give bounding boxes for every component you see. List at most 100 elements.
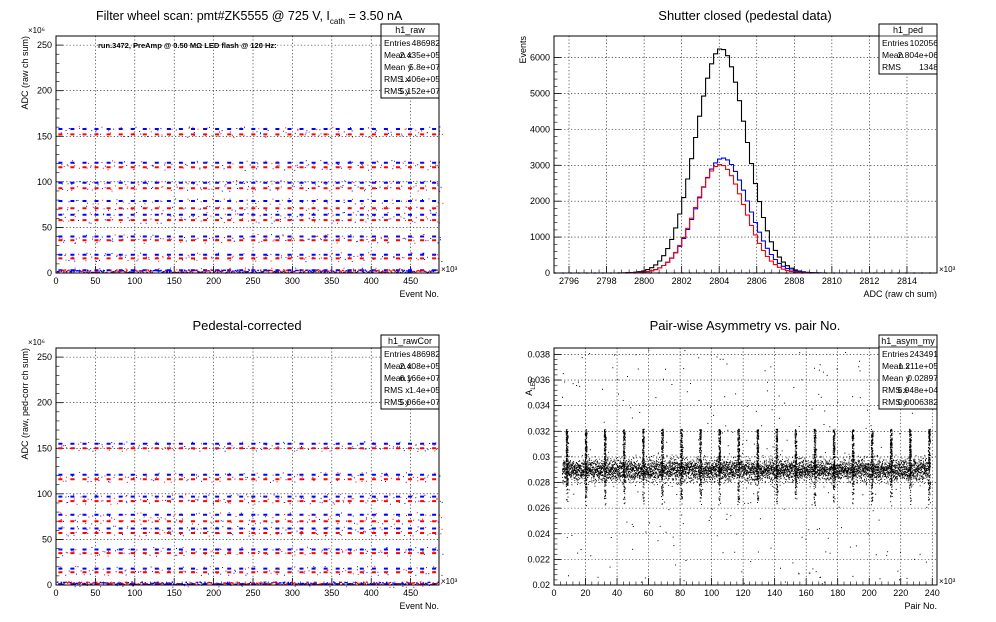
ped-plot: 2796 2798 2800 2802 2804 2806 2808 2810 2812 2814… [518,35,956,299]
y-tick-label: 50 [42,222,52,232]
svg-text:Filter wheel scan: pmt#ZK5555: Filter wheel scan: pmt#ZK5555 @ 725 V, I… [96,9,403,26]
plot-frame-top [553,347,938,586]
histogram-black [554,48,937,274]
y-axis-label: ADC (raw ch sum) [20,36,30,110]
plot-frame-top [553,35,938,274]
plot-frame-top [55,347,440,586]
stats-value: 1.406e+05 [400,74,441,84]
x-multiplier: ×10³ [939,265,956,274]
y-tick-label: 200 [37,398,52,408]
data-points-blue [56,441,444,588]
stats-value: 5.152e+07 [400,86,441,96]
cor-stats-box: h1_rawCor Entries 486982 Mean x2.408e+05 Mea… [380,334,441,410]
stats-value: 5.8e+07 [409,62,440,72]
y-multiplier: ×10⁶ [28,338,45,347]
stats-key: RMS x [882,385,908,395]
asym-stats-box: h1_asym_my Entries 243491 Mean x1.211e+05 Me… [878,334,939,410]
cor-title: Pedestal-corrected [192,318,301,333]
stats-value: 102056 [910,38,939,48]
raw-stats-box: h1_raw Entries 486982 Mean x2.435e+05 Mean y… [380,23,441,99]
stats-key: RMS [882,62,901,72]
x-tick-label: 350 [324,276,339,286]
stats-value: 2.435e+05 [400,50,441,60]
stats-value: 6.166e+07 [400,373,441,383]
y-tick-label: 0.03 [532,452,550,462]
x-tick-label: 2802 [672,276,692,286]
y-tick-label: 200 [37,86,52,96]
data-points-red [58,441,443,588]
y-tick-label: 0 [545,268,550,278]
x-tick-label: 300 [285,588,300,598]
y-axis-label: Events [518,36,528,64]
x-tick-label: 300 [285,276,300,286]
x-tick-label: 220 [893,588,908,598]
data-points [562,349,931,585]
x-tick-label: 2814 [897,276,917,286]
y-tick-label: 0.028 [527,478,550,488]
x-axis-label: ADC (raw ch sum) [863,289,937,299]
x-tick-label: 250 [246,588,261,598]
x-multiplier: ×10³ [939,577,956,586]
x-tick-label: 180 [830,588,845,598]
stats-value: 0.02897 [907,373,938,383]
y-tick-label: 0.034 [527,401,550,411]
y-tick-label: 0.022 [527,554,550,564]
stats-frame [878,23,938,75]
stats-key: Entries [384,349,410,359]
x-tick-label: 0 [53,276,58,286]
x-tick-label: 250 [246,276,261,286]
stats-value: 1.4e+05 [409,385,440,395]
y-tick-label: 100 [37,177,52,187]
x-tick-label: 100 [127,588,142,598]
asym-title: Pair-wise Asymmetry vs. pair No. [650,318,841,333]
x-tick-label: 0 [551,588,556,598]
x-tick-label: 400 [364,588,379,598]
x-multiplier: ×10³ [441,577,458,586]
y-tick-label: 0.038 [527,349,550,359]
x-tick-label: 200 [862,588,877,598]
y-tick-label: 250 [37,352,52,362]
stats-value: 243491 [910,349,939,359]
stats-value: 0.0006382 [898,397,938,407]
y-tick-label: 150 [37,131,52,141]
x-tick-label: 60 [644,588,654,598]
stats-key: Mean y [384,373,413,383]
stats-key: Mean [882,50,904,60]
stats-name: h1_asym_my [881,336,935,346]
stats-key: RMS y [882,397,908,407]
y-axis-label: ALED [524,377,537,395]
stats-key: Entries [882,38,908,48]
x-axis-label: Event No. [399,289,439,299]
y-axis-label: ADC (raw, ped-corr ch sum) [20,348,30,460]
x-tick-label: 50 [90,588,100,598]
y-tick-label: 0.036 [527,375,550,385]
panel-ped: Shutter closed (pedestal data) 2796 2798 2… [518,8,956,299]
stats-value: 5.066e+07 [400,397,441,407]
y-tick-label: 0.032 [527,426,550,436]
x-tick-label: 2798 [597,276,617,286]
raw-title-tail: = 3.50 nA [345,9,403,23]
x-tick-label: 450 [403,276,418,286]
stats-key: RMS y [384,397,410,407]
x-tick-label: 160 [799,588,814,598]
y-tick-label: 50 [42,534,52,544]
x-tick-label: 140 [767,588,782,598]
stats-value: 1348 [919,62,938,72]
y-tick-label: 250 [37,40,52,50]
raw-title: Filter wheel scan: pmt#ZK5555 @ 725 V, I [96,9,330,23]
x-tick-label: 50 [90,276,100,286]
stats-name: h1_ped [893,25,923,35]
stats-key: Mean y [882,373,911,383]
raw-title-subscript: cath [330,17,345,26]
x-tick-label: 0 [53,588,58,598]
y-tick-label: 100 [37,489,52,499]
asym-plot: 0 20 40 60 80 100 120 140 160 180 200 220 240 0.02 0.0… [524,347,956,611]
x-tick-label: 2810 [822,276,842,286]
stats-key: Mean x [882,361,911,371]
stats-key: Mean x [384,50,413,60]
panel-cor: Pedestal-corrected 0 50 100 150 200 250 300 350… [20,318,458,611]
x-tick-label: 2806 [747,276,767,286]
y-tick-label: 4000 [530,124,550,134]
stats-key: Entries [882,349,908,359]
